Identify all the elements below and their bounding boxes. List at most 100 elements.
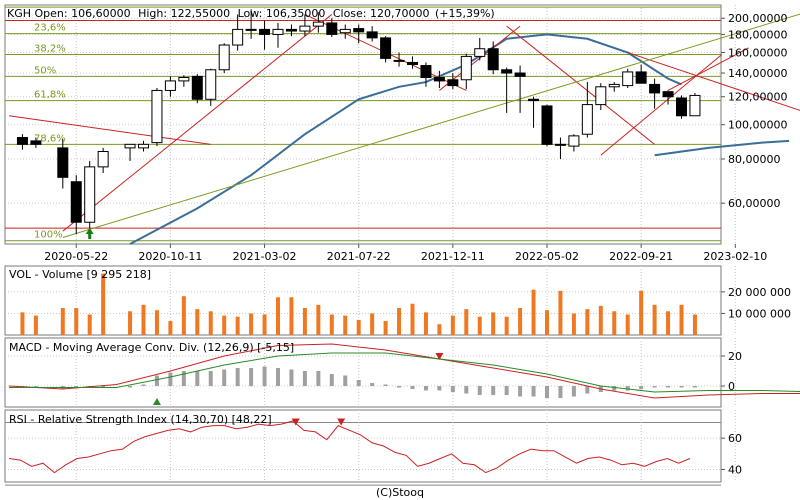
candle-down <box>433 76 445 82</box>
macd-yaxis: 0 20 <box>721 350 742 393</box>
volume-ytick-label: 10 000 000 <box>728 307 791 320</box>
macd-histogram-bar <box>343 375 348 386</box>
macd-ytick-label: 20 <box>728 350 742 363</box>
candle-down <box>30 140 42 145</box>
moving-average <box>129 33 790 245</box>
macd-histogram-bar <box>329 374 334 386</box>
fib-level-label: 50% <box>34 65 56 76</box>
candle-up <box>178 76 190 82</box>
volume-bar <box>491 312 496 335</box>
macd-histogram-bar <box>531 386 536 397</box>
volume-bar <box>60 308 65 335</box>
buy-signal-marker <box>85 228 94 239</box>
volume-bar <box>101 273 106 335</box>
candle-down <box>407 61 418 65</box>
volume-bar <box>235 316 240 335</box>
volume-bar <box>141 304 146 335</box>
sell-signal-icon <box>435 353 444 360</box>
volume-bar <box>571 313 576 335</box>
volume-bar <box>639 290 644 335</box>
volume-title: VOL - Volume [9 295 218] <box>9 268 151 281</box>
price-ytick-label: 180,00000 <box>728 28 788 41</box>
sell-signal-icon <box>291 418 300 426</box>
price-panel: 23,6% 38,2% 50% 61,8% 78,6% 100% 60,00000 80,0… <box>4 4 800 263</box>
trendline <box>506 25 655 145</box>
candle-down <box>57 147 69 178</box>
macd-histogram-bar <box>276 368 280 386</box>
macd-ytick-label: 0 <box>728 380 735 393</box>
volume-bar <box>558 290 563 335</box>
macd-histogram-bar <box>289 369 294 386</box>
macd-histogram-bar <box>518 386 523 397</box>
volume-ytick-label: 20 000 000 <box>728 286 791 299</box>
candle-up <box>581 104 593 135</box>
price-ytick-label: 80,00000 <box>728 153 781 166</box>
volume-bar <box>154 310 159 335</box>
trendline <box>667 47 749 91</box>
rsi-panel: 40 60 RSI - Relative Strength Index (14,3… <box>4 409 742 486</box>
buy-signal-icon <box>152 398 161 405</box>
candle-down <box>447 79 459 87</box>
price-xtick-label: 2023-02-10 <box>703 250 767 263</box>
candle-down <box>487 48 499 71</box>
candle-up <box>460 55 472 81</box>
candle-up <box>218 44 230 71</box>
macd-histogram-bar <box>195 371 200 386</box>
macd-lines <box>8 343 800 399</box>
macd-histogram-bar <box>154 375 159 386</box>
volume-bar <box>450 315 455 335</box>
volume-bar <box>437 324 442 335</box>
volume-bar <box>343 315 348 335</box>
volume-bar <box>33 315 38 335</box>
candle-down <box>649 83 661 94</box>
candle-down <box>514 72 526 77</box>
fib-level-label: 23,6% <box>34 23 66 34</box>
volume-bar <box>423 312 428 335</box>
macd-histogram-bar <box>437 386 442 391</box>
macd-histogram-bar <box>141 384 146 386</box>
copyright-footer: (C)Stooq <box>376 486 424 499</box>
volume-bar <box>74 308 79 335</box>
macd-histogram-bar <box>249 368 254 386</box>
candle-up <box>312 21 324 27</box>
rsi-markers <box>291 418 346 426</box>
volume-bar <box>504 316 509 335</box>
volume-bar <box>383 320 388 335</box>
macd-histogram-bar <box>558 386 563 398</box>
fib-level-label: 100% <box>34 230 63 241</box>
price-xtick-label: 2020-05-22 <box>44 250 108 263</box>
candle-up <box>568 135 580 147</box>
volume-panel: 10 000 000 20 000 000 VOL - Volume [9 295… <box>4 265 791 336</box>
price-xaxis: 2020-05-22 2020-10-11 2021-03-02 2021-07-22… <box>44 244 767 263</box>
volume-bar <box>397 308 402 335</box>
moving-average-line <box>654 139 790 157</box>
volume-bar <box>222 315 227 335</box>
candle-up <box>84 166 96 223</box>
volume-bar <box>276 297 280 335</box>
candle-down <box>635 71 647 84</box>
candle-down <box>501 69 513 74</box>
volume-bar <box>692 314 697 335</box>
volume-bar <box>464 309 469 335</box>
sell-signal-icon <box>337 418 346 426</box>
volume-bar <box>289 297 294 335</box>
candle-up <box>272 28 284 35</box>
candle-up <box>97 150 109 168</box>
volume-bar <box>329 314 334 335</box>
candle-down <box>676 97 687 117</box>
rsi-title: RSI - Relative Strength Index (14,30,70)… <box>9 413 272 426</box>
macd-histogram-bar <box>692 386 697 388</box>
volume-bars <box>20 273 697 335</box>
fib-level-label: 61,8% <box>34 90 66 101</box>
buy-arrow-icon <box>85 228 94 239</box>
macd-panel-frame <box>4 337 722 408</box>
macd-histogram-bar <box>316 371 321 386</box>
candle-up <box>138 143 149 149</box>
volume-bar <box>531 289 536 335</box>
price-ytick-label: 120,00000 <box>728 91 788 104</box>
fibonacci-levels: 23,6% 38,2% 50% 61,8% 78,6% 100% <box>5 6 721 242</box>
macd-histogram-bar <box>181 371 186 386</box>
macd-series-line <box>8 343 800 399</box>
macd-histogram-bar <box>491 386 496 395</box>
